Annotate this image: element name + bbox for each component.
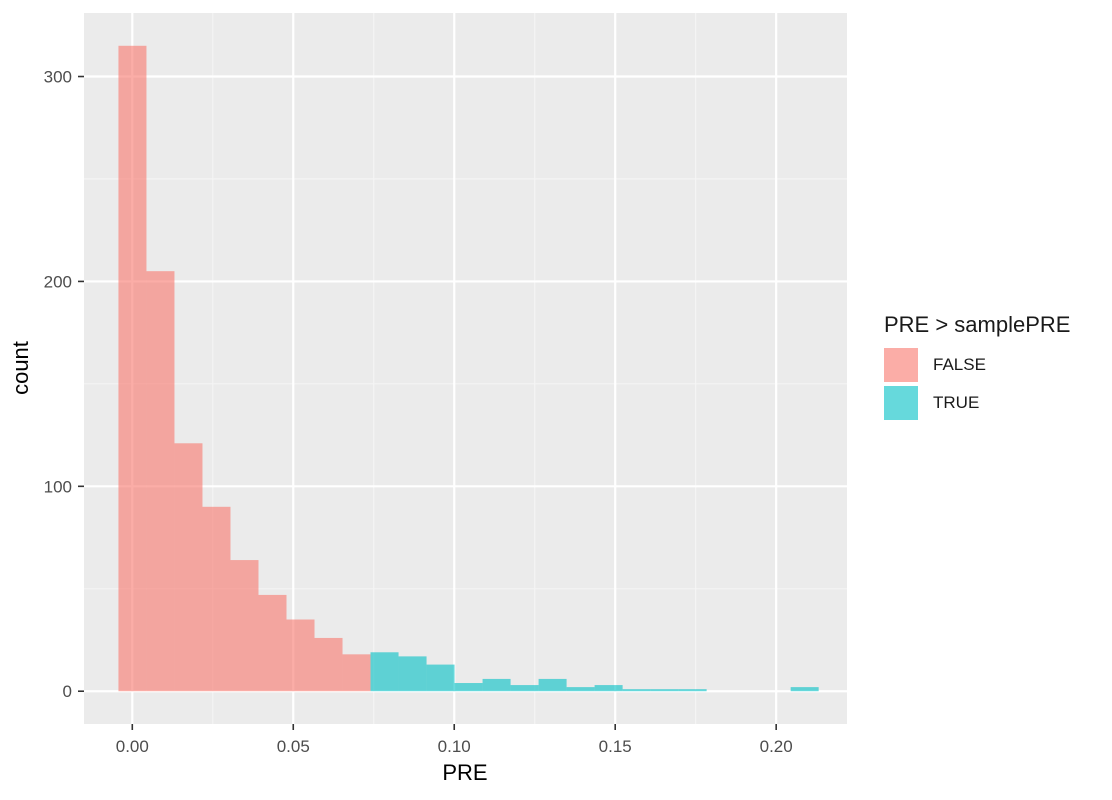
legend-title: PRE > samplePRE	[884, 312, 1071, 337]
histogram-bar-true	[538, 678, 567, 692]
x-tick-label: 0.10	[438, 737, 471, 756]
histogram-bar-true	[790, 687, 819, 692]
histogram-bar-true	[594, 685, 623, 692]
x-tick-label: 0.15	[599, 737, 632, 756]
histogram-bar-true	[370, 652, 399, 692]
y-tick-label: 100	[44, 477, 72, 496]
y-axis: 0 100 200 300	[44, 68, 84, 701]
histogram-bar-false	[258, 594, 287, 692]
histogram-bar-true	[454, 683, 483, 692]
histogram-bar-true	[566, 687, 595, 692]
legend-item-true: TRUE	[884, 384, 1070, 422]
histogram-bar-true	[426, 664, 455, 692]
histogram-bar-false	[314, 637, 343, 692]
histogram-bar-false	[146, 271, 175, 692]
histogram-bar-true	[510, 685, 539, 692]
y-tick-label: 300	[44, 68, 72, 87]
x-tick-label: 0.00	[116, 737, 149, 756]
legend-key-false	[884, 348, 918, 382]
histogram-bar-false	[230, 560, 259, 692]
x-axis-title: PRE	[442, 760, 487, 785]
histogram-bar-false	[202, 506, 231, 692]
legend-item-false: FALSE	[884, 346, 1070, 384]
x-tick-label: 0.05	[277, 737, 310, 756]
histogram-bar-true	[482, 678, 511, 692]
legend-label-true: TRUE	[933, 393, 980, 412]
y-axis-title: count	[8, 341, 33, 395]
legend: PRE > samplePRE FALSE TRUE	[884, 312, 1070, 422]
legend-label-false: FALSE	[933, 355, 986, 374]
y-tick-label: 0	[63, 682, 72, 701]
histogram-bar-false	[342, 654, 371, 692]
histogram-bars	[118, 45, 819, 692]
x-axis: 0.00 0.05 0.10 0.15 0.20	[116, 724, 793, 756]
histogram-bar-true	[622, 689, 651, 692]
minor-gridlines	[84, 13, 847, 724]
histogram-bar-true	[398, 656, 427, 692]
histogram-bar-true	[650, 689, 679, 692]
x-tick-label: 0.20	[760, 737, 793, 756]
histogram-bar-true	[678, 689, 707, 692]
histogram-bar-false	[174, 443, 203, 692]
y-tick-label: 200	[44, 272, 72, 291]
histogram-bar-false	[286, 619, 315, 692]
histogram-bar-false	[118, 45, 147, 692]
legend-key-true	[884, 386, 918, 420]
